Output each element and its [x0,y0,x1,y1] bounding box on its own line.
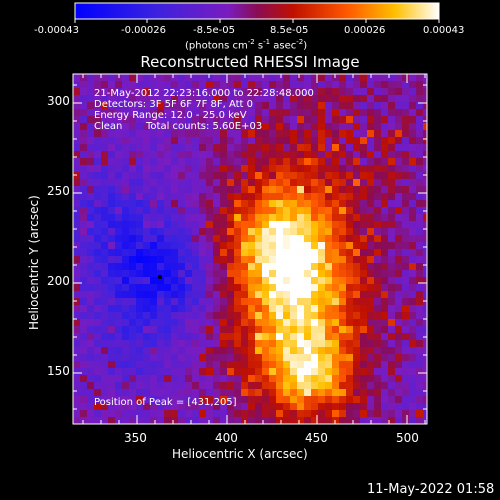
peak-position-text: Position of Peak = [431,205] [94,397,237,408]
energy-range-text: Energy Range: 12.0 - 25.0 keV [94,110,247,121]
rhessi-image [73,74,427,424]
colorbar-tick-label: -0.00026 [121,25,166,36]
y-axis-title: Heliocentric Y (arcsec) [27,195,41,330]
footer-timestamp: 11-May-2022 01:58 [367,482,495,497]
plot-title: Reconstructed RHESSI Image [140,53,360,71]
x-tick-label: 350 [124,431,147,445]
y-tick-label: 250 [47,184,70,198]
x-tick-label: 400 [215,431,238,445]
total-counts-text: Total counts: 5.60E+03 [146,121,263,132]
x-axis-title: Heliocentric X (arcsec) [172,447,308,461]
plot-frame [72,73,428,425]
y-tick-label: 200 [47,274,70,288]
y-tick-label: 150 [47,364,70,378]
colorbar-tick-label: -0.00043 [34,25,79,36]
x-tick-label: 500 [396,431,419,445]
time-range-text: 21-May-2012 22:23:16.000 to 22:28:48.000 [94,88,314,99]
colorbar [74,2,440,23]
colorbar-tick-label: 0.00043 [423,25,465,36]
colorbar-unit-label: (photons cm-2 s-1 asec-2) [185,38,308,52]
colorbar-tick-label: 0.00026 [344,25,386,36]
colorbar-tick-label: 8.5e-05 [270,25,309,36]
detectors-text: Detectors: 3F 5F 6F 7F 8F, Att 0 [94,99,254,110]
axis-ticks [73,74,427,424]
method-text: Clean [94,121,123,132]
x-tick-label: 450 [305,431,328,445]
y-tick-label: 300 [47,94,70,108]
colorbar-tick-label: -8.5e-05 [193,25,235,36]
